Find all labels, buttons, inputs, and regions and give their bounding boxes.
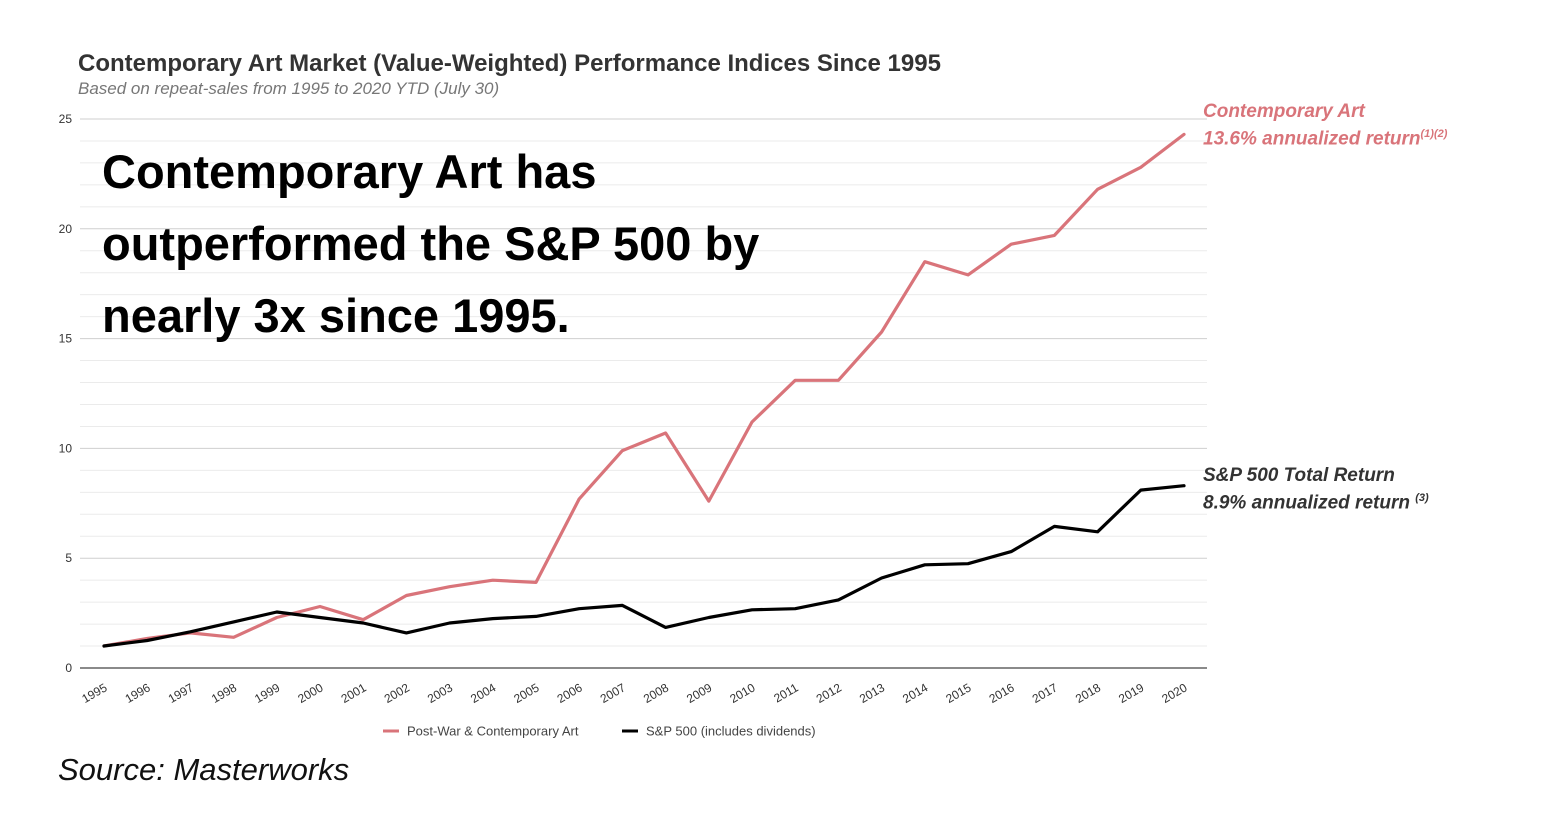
x-axis: 1995 1996 1997 1998 1999 2000 2001 2002 2003 2004… — [79, 680, 1189, 706]
art-return-text: 13.6% annualized return — [1203, 128, 1421, 150]
x-tick-label: 2017 — [1030, 680, 1060, 706]
sp-end-label: S&P 500 Total Return 8.9% annualized ret… — [1203, 465, 1429, 514]
sp-label-title: S&P 500 Total Return — [1203, 465, 1395, 486]
art-label-return: 13.6% annualized return(1)(2) — [1203, 123, 1447, 150]
x-tick-label: 2014 — [900, 680, 930, 706]
x-tick-label: 2019 — [1116, 680, 1146, 706]
x-tick-label: 1996 — [123, 680, 153, 706]
source-note: Source: Masterworks — [58, 752, 350, 787]
x-tick-label: 2010 — [727, 680, 757, 706]
x-tick-label: 2000 — [295, 680, 325, 706]
legend: Post-War & Contemporary Art S&P 500 (incl… — [383, 724, 816, 739]
x-tick-label: 2009 — [684, 680, 714, 706]
x-tick-label: 2018 — [1073, 680, 1103, 706]
x-tick-label: 1998 — [209, 680, 239, 706]
series-line-2 — [102, 484, 1186, 648]
x-tick-label: 2015 — [943, 680, 973, 706]
headline-line-1: Contemporary Art has — [102, 145, 597, 198]
sp-label-return: 8.9% annualized return (3) — [1203, 487, 1429, 514]
x-tick-label: 2016 — [987, 680, 1017, 706]
x-tick-label: 1999 — [252, 680, 282, 706]
x-tick-label: 2007 — [598, 680, 628, 706]
art-label-title: Contemporary Art — [1203, 101, 1365, 122]
x-tick-label: 2001 — [339, 680, 369, 706]
art-footnote: (1)(2) — [1420, 128, 1448, 140]
headline-line-2: outperformed the S&P 500 by — [102, 217, 760, 270]
series-line-1 — [102, 132, 1186, 648]
chart-subtitle: Based on repeat-sales from 1995 to 2020 … — [78, 79, 500, 98]
x-tick-label: 2005 — [511, 680, 541, 706]
sp-footnote: (3) — [1415, 492, 1429, 504]
y-tick-label: 10 — [59, 441, 73, 455]
headline: Contemporary Art has outperformed the S&… — [102, 136, 759, 352]
y-axis: 0 5 10 15 20 25 — [59, 112, 73, 675]
headline-line-3: nearly 3x since 1995. — [102, 289, 570, 342]
x-tick-label: 2006 — [555, 680, 585, 706]
legend-label-1: Post-War & Contemporary Art — [407, 724, 579, 739]
y-tick-label: 5 — [65, 551, 72, 565]
x-tick-label: 2003 — [425, 680, 455, 706]
series-lines — [102, 132, 1186, 648]
x-tick-label: 1995 — [79, 680, 109, 706]
chart-title: Contemporary Art Market (Value-Weighted)… — [78, 50, 941, 77]
legend-label-2: S&P 500 (includes dividends) — [646, 724, 816, 739]
y-tick-label: 20 — [59, 222, 73, 236]
y-tick-label: 25 — [59, 112, 73, 126]
x-tick-label: 2020 — [1159, 680, 1189, 706]
sp-return-text: 8.9% annualized return — [1203, 492, 1410, 514]
y-tick-label: 15 — [59, 332, 73, 346]
x-tick-label: 2004 — [468, 680, 498, 706]
art-end-label: Contemporary Art 13.6% annualized return… — [1203, 101, 1447, 150]
grid-lines — [80, 118, 1207, 669]
x-tick-label: 1997 — [166, 680, 196, 706]
y-tick-label: 0 — [65, 661, 72, 675]
x-tick-label: 2008 — [641, 680, 671, 706]
x-tick-label: 2011 — [771, 680, 801, 705]
x-tick-label: 2012 — [814, 680, 844, 706]
x-tick-label: 2002 — [382, 680, 412, 706]
x-tick-label: 2013 — [857, 680, 887, 706]
